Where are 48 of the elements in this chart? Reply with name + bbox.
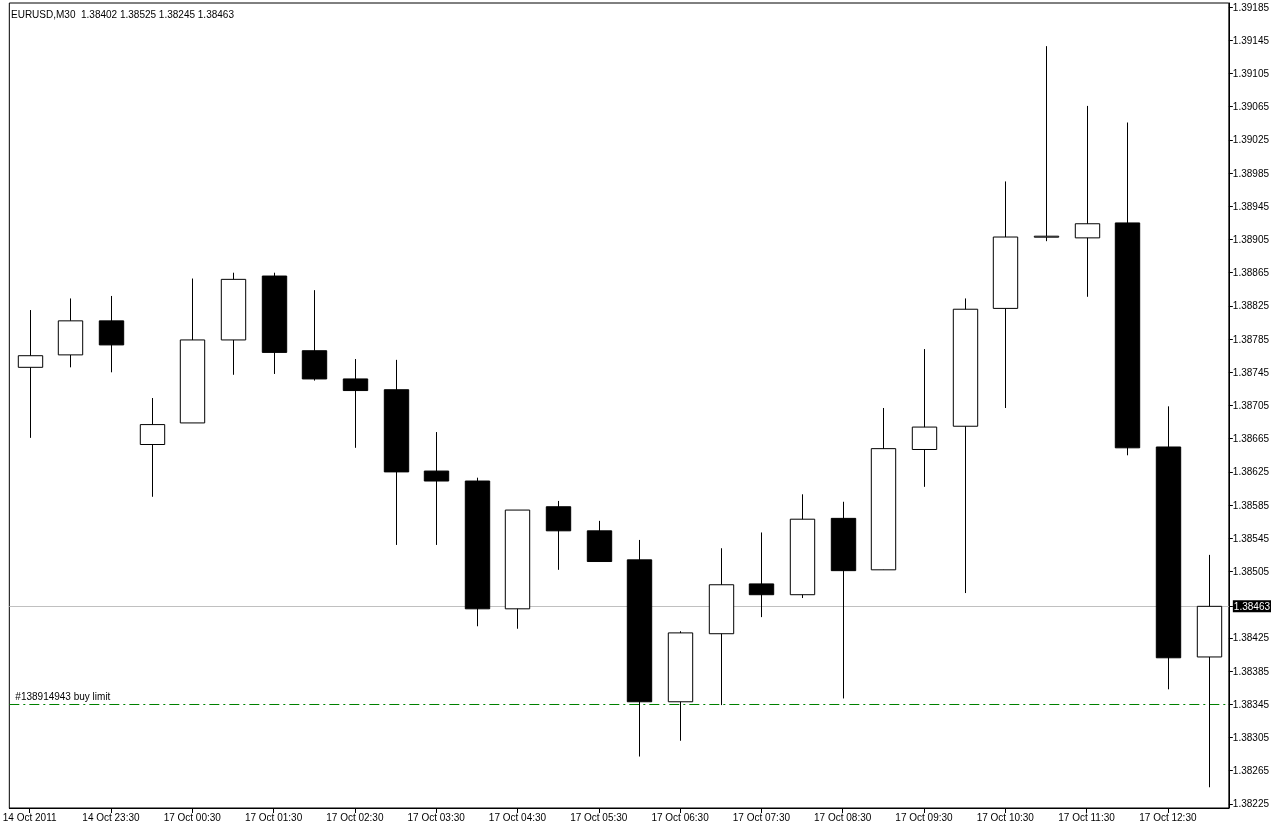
y-tick-label: 1.39185	[1232, 1, 1270, 13]
candlestick	[748, 531, 775, 618]
x-tick-label: 17 Oct 10:30	[976, 811, 1035, 823]
ref-line-label: #138914943 buy limit	[15, 691, 111, 702]
y-tick-label: 1.38545	[1232, 532, 1270, 544]
y-tick-label: 1.38945	[1232, 200, 1270, 212]
y-tick-label: 1.38785	[1232, 333, 1270, 345]
y-tick-label: 1.38585	[1232, 499, 1270, 511]
y-tick-label: 1.38705	[1232, 400, 1270, 411]
candlestick	[423, 431, 450, 546]
y-tick-label: 1.38985	[1232, 167, 1270, 179]
x-tick-label: 17 Oct 01:30	[244, 811, 303, 823]
y-tick-label: 1.38385	[1232, 665, 1270, 677]
x-tick-label: 17 Oct 06:30	[651, 811, 710, 823]
y-tick-label: 1.39105	[1232, 68, 1270, 80]
y-tick-label: 1.38463	[1233, 600, 1271, 612]
x-tick-label: 17 Oct 03:30	[407, 811, 466, 823]
candlestick	[342, 358, 369, 449]
candlestick	[1074, 105, 1101, 298]
x-tick-label: 17 Oct 05:30	[570, 811, 628, 823]
candlestick	[1033, 45, 1060, 242]
y-tick-label: 1.39065	[1232, 101, 1270, 113]
y-tick-label: 1.38225	[1232, 798, 1270, 810]
x-tick-label: 14 Oct 2011	[2, 811, 57, 823]
y-tick-label: 1.38625	[1232, 466, 1270, 478]
y-tick-label: 1.38505	[1232, 565, 1270, 577]
x-tick-label: 17 Oct 12:30	[1139, 811, 1197, 823]
y-tick-label: 1.38305	[1232, 731, 1270, 743]
x-tick-label: 17 Oct 07:30	[732, 811, 791, 823]
text: EURUSD,M30 1.38402 1.38525 1.38245 1.38463	[11, 8, 235, 20]
x-tick-label: 17 Oct 09:30	[895, 811, 954, 823]
y-tick-label: 1.38905	[1232, 234, 1270, 246]
y-tick-label: 1.38345	[1232, 698, 1270, 710]
y-tick-label: 1.39145	[1232, 34, 1270, 46]
x-tick-label: 17 Oct 11:30	[1058, 811, 1116, 823]
y-tick-label: 1.38745	[1232, 366, 1270, 378]
y-tick-label: 1.38825	[1232, 300, 1270, 312]
x-tick-label: 17 Oct 08:30	[814, 811, 872, 823]
y-tick-label: 1.38265	[1232, 765, 1270, 777]
candlestick	[17, 309, 44, 439]
x-tick-label: 14 Oct 23:30	[82, 811, 141, 823]
x-tick-label: 17 Oct 00:30	[163, 811, 222, 823]
y-tick-label: 1.38865	[1232, 267, 1270, 279]
y-tick-label: 1.38665	[1232, 433, 1270, 445]
y-tick-label: 1.39025	[1232, 134, 1270, 146]
x-tick-label: 17 Oct 02:30	[326, 811, 384, 823]
y-tick-label: 1.38425	[1232, 632, 1270, 644]
x-tick-label: 17 Oct 04:30	[488, 811, 547, 823]
